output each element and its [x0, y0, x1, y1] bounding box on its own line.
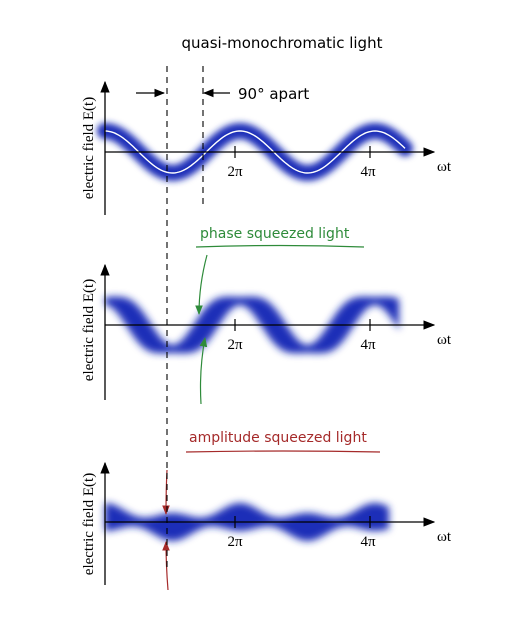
y-axis-label: electric field E(t)	[81, 97, 97, 199]
amplitude-squeezed-caption: amplitude squeezed light	[189, 430, 367, 446]
panel-quasi-monochromatic: 2π 4π ωt electric field E(t) 90° apart	[81, 80, 452, 215]
phase-caption-underline	[195, 244, 365, 248]
tick-label-2pi: 2π	[227, 534, 243, 550]
tick-label-4pi: 4π	[360, 164, 376, 180]
x-axis-label: ωt	[437, 159, 452, 175]
amplitude-caption-underline	[185, 450, 381, 453]
annotation-90-apart: 90° apart	[238, 85, 309, 103]
y-axis-label: electric field E(t)	[81, 473, 97, 575]
phase-arrow-up	[199, 337, 208, 405]
coherent-field-mean-line	[104, 130, 406, 174]
tick-label-2pi: 2π	[227, 164, 243, 180]
x-axis-label: ωt	[437, 332, 452, 348]
y-axis-label: electric field E(t)	[81, 279, 97, 381]
panel-phase-squeezed: 2π 4π ωt electric field E(t) phase squee…	[81, 226, 452, 405]
phase-squeezed-caption: phase squeezed light	[200, 226, 350, 242]
phase-arrow-down	[195, 254, 208, 315]
x-axis-label: ωt	[437, 529, 452, 545]
diagram-title: quasi-monochromatic light	[182, 34, 383, 52]
tick-label-4pi: 4π	[360, 534, 376, 550]
tick-label-2pi: 2π	[227, 337, 243, 353]
panel-amplitude-squeezed: 2π 4π ωt electric field E(t) amplitude s…	[81, 430, 452, 591]
tick-label-4pi: 4π	[360, 337, 376, 353]
phase-squeezed-band	[105, 296, 399, 354]
